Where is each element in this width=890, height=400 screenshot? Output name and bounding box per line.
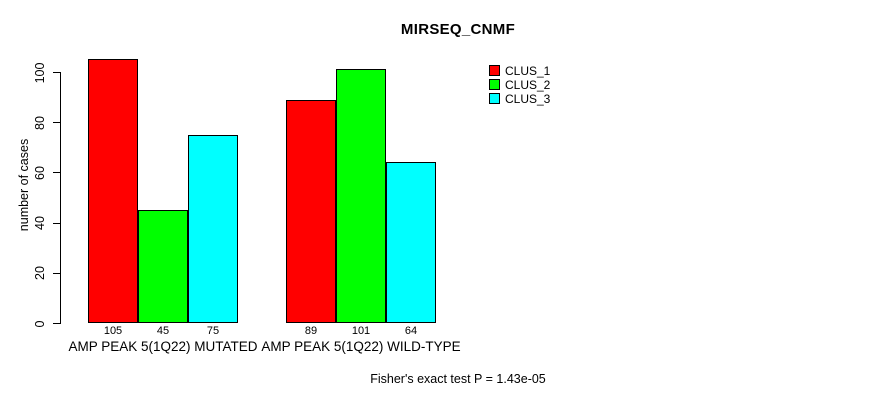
y-tick [53, 323, 60, 324]
bar-value-label: 105 [103, 325, 123, 337]
y-tick [53, 272, 60, 274]
y-tick [53, 122, 60, 124]
bar-value-label: 64 [404, 325, 418, 337]
legend-swatch-clus_1 [489, 65, 500, 76]
y-tick-label: 60 [33, 165, 47, 180]
bar-clus_3-2 [386, 162, 436, 323]
bar-value-label: 89 [304, 325, 318, 337]
bar-value-label: 75 [206, 325, 220, 337]
bar-clus_1-2 [286, 99, 336, 323]
stat-annotation: Fisher's exact test P = 1.43e-05 [370, 372, 546, 386]
legend-item-label: CLUS_3 [505, 91, 551, 106]
legend-item: CLUS_2 [489, 78, 550, 92]
bar-clus_1-1 [88, 59, 138, 323]
y-axis-line [60, 72, 61, 324]
bar-value-label: 45 [156, 325, 170, 337]
bar-clus_2-1 [138, 210, 188, 323]
bar-clus_2-2 [336, 69, 386, 323]
x-category-label: AMP PEAK 5(1Q22) WILD-TYPE [261, 339, 461, 354]
bar-clus_3-1 [188, 134, 238, 323]
y-tick-label: 80 [33, 115, 47, 130]
y-tick-label: 0 [33, 320, 47, 327]
y-tick [53, 222, 60, 224]
y-tick-label: 40 [33, 216, 47, 231]
y-tick [53, 172, 60, 174]
legend-swatch-clus_2 [489, 79, 500, 90]
y-tick-label: 20 [33, 266, 47, 281]
legend-item: CLUS_1 [489, 64, 550, 78]
chart-title: MIRSEQ_CNMF [400, 21, 516, 38]
legend-item: CLUS_3 [489, 92, 550, 106]
y-tick [53, 72, 60, 73]
legend-item-label: CLUS_1 [505, 63, 551, 78]
legend-item-label: CLUS_2 [505, 77, 551, 92]
x-category-label: AMP PEAK 5(1Q22) MUTATED [68, 339, 258, 354]
legend-swatch-clus_3 [489, 93, 500, 104]
bar-value-label: 101 [351, 325, 371, 337]
y-axis-label: number of cases [17, 138, 31, 232]
y-tick-label: 100 [33, 62, 47, 83]
